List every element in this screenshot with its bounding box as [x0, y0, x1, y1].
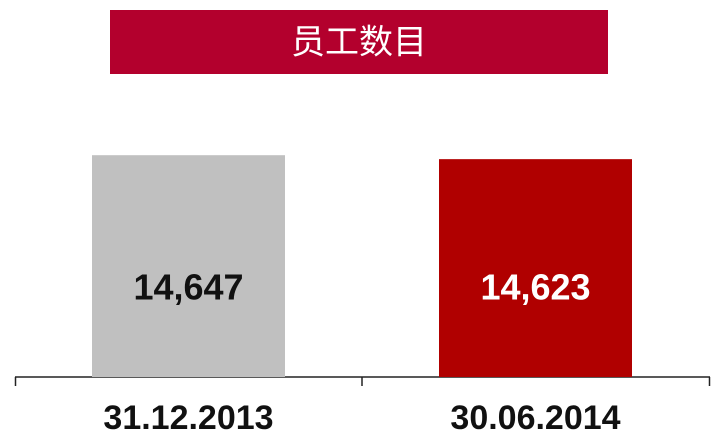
chart-title: 员工数目: [291, 23, 427, 63]
category-axis: [14, 376, 711, 386]
title-banner: [110, 10, 608, 74]
bar: [439, 159, 632, 377]
bar: [92, 155, 285, 377]
x-tick-label: 30.06.2014: [450, 399, 620, 435]
x-tick-label: 31.12.2013: [103, 399, 273, 435]
value-label: 14,623: [480, 267, 590, 308]
value-label: 14,647: [133, 267, 243, 308]
